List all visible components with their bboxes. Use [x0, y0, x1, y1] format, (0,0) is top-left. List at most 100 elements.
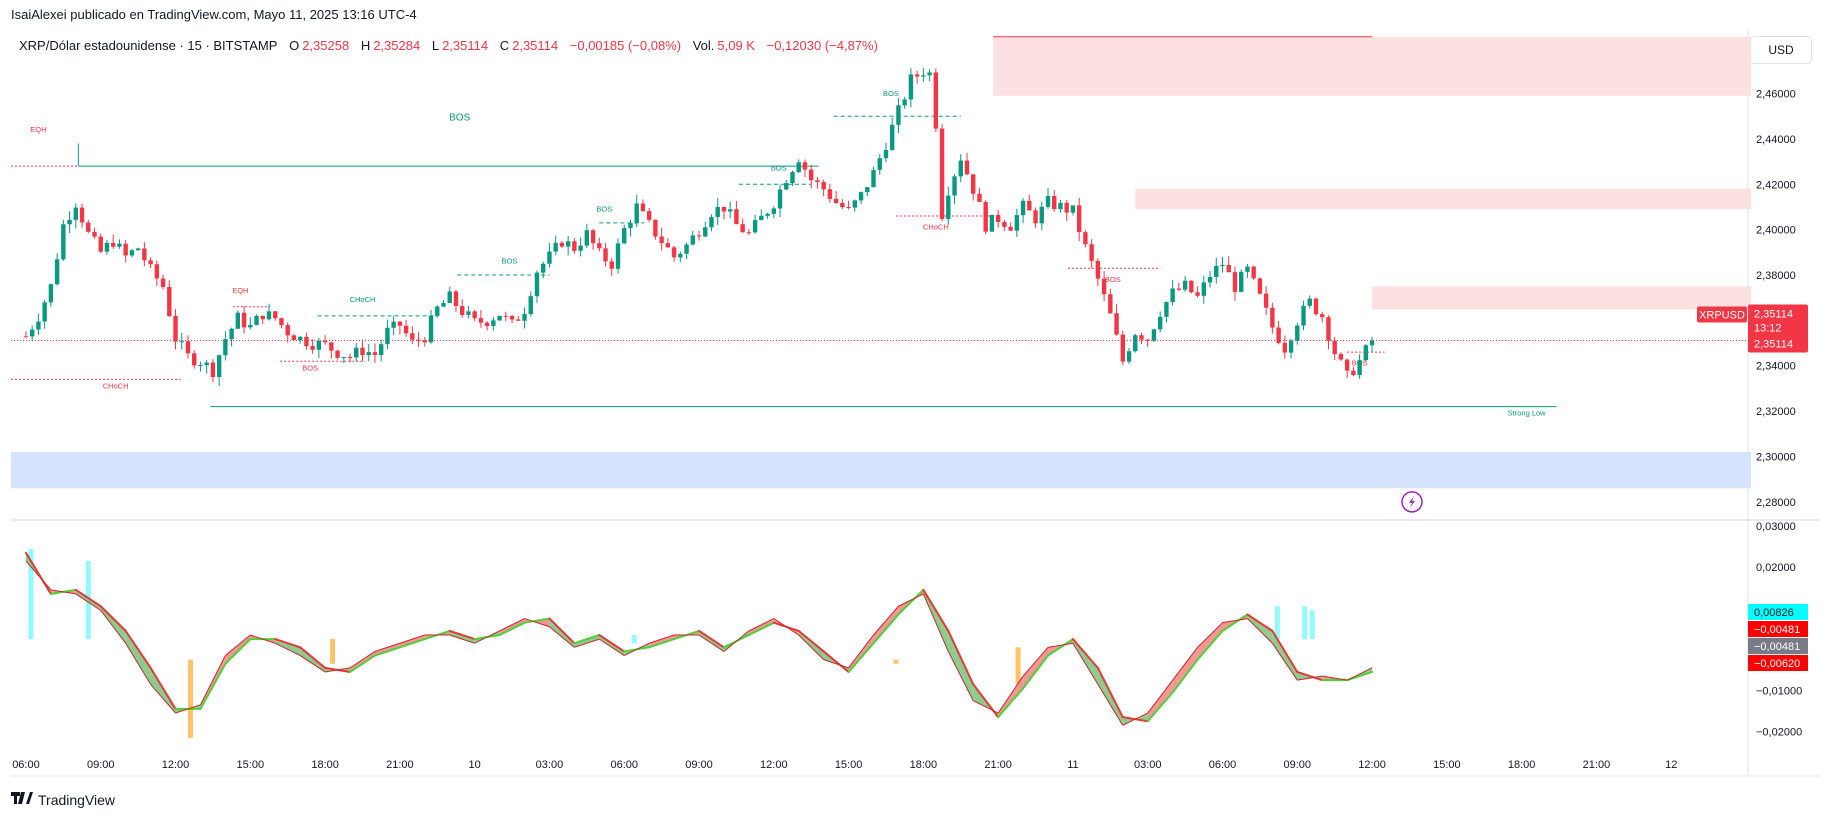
osc-signal-seg-6: [175, 704, 201, 714]
osc-line-seg-48: [1221, 613, 1249, 632]
candle-body-112: [721, 206, 727, 212]
candle-body-183: [1164, 302, 1169, 317]
candle-body-99: [640, 203, 646, 212]
oscillator-group: [24, 551, 1374, 726]
zone-demand-3: [11, 451, 1751, 489]
osc-line-seg-17: [448, 629, 476, 641]
time-tick-21: 21:00: [1583, 759, 1611, 771]
candle-body-84: [547, 251, 552, 264]
candle-body-74: [484, 322, 490, 327]
osc-signal-seg-34: [873, 605, 899, 636]
annotation-label-5: BOS: [302, 363, 318, 372]
open-label: O: [289, 38, 300, 53]
candle-body-34: [235, 312, 241, 329]
zone-supply-1: [1135, 188, 1751, 210]
candle-body-198: [1257, 278, 1263, 294]
candle-body-160: [1020, 200, 1026, 216]
candle-body-12: [98, 236, 103, 252]
candle-body-157: [1002, 222, 1007, 227]
candle-body-16: [123, 243, 128, 256]
candle-body-159: [1014, 215, 1020, 231]
candle-body-111: [715, 206, 720, 218]
candle-body-77: [503, 315, 509, 317]
change-value: −0,00185 (−0,08%): [569, 38, 682, 53]
candle-body-175: [1114, 313, 1119, 335]
osc-fill-47: [1197, 622, 1223, 660]
symbol-legend: XRP/Dólar estadounidense · 15 · BITSTAMP…: [19, 38, 881, 53]
candle-body-202: [1282, 342, 1288, 353]
price-tick-5: 2,36000: [1756, 315, 1796, 327]
candle-body-114: [734, 209, 739, 225]
osc-fill-7: [200, 655, 226, 709]
candle-body-67: [441, 302, 446, 307]
osc-fill-41: [1048, 639, 1073, 656]
annotation-label-1: BOS: [449, 113, 470, 124]
candle-body-90: [584, 230, 590, 246]
osc-signal-seg-10: [275, 642, 301, 656]
lightning-icon-ring: [1401, 491, 1423, 513]
candle-body-167: [1064, 202, 1069, 213]
candle-body-91: [590, 230, 596, 244]
osc-signal-seg-11: [299, 655, 326, 673]
candle-body-55: [366, 352, 371, 356]
osc-signal-seg-52: [1322, 675, 1348, 681]
candle-body-69: [453, 291, 459, 307]
candle-body-71: [466, 311, 471, 315]
annotation-label-2: EQH: [232, 286, 248, 295]
candle-body-148: [946, 195, 951, 219]
publisher-line: IsaiAlexei publicado en TradingView.com,…: [11, 7, 417, 22]
candle-body-137: [877, 158, 882, 170]
candle-body-54: [360, 347, 365, 356]
candle-body-96: [622, 228, 627, 244]
candle-body-23: [167, 287, 172, 317]
candle-body-155: [989, 214, 995, 232]
candle-body-87: [565, 241, 571, 247]
candle-body-192: [1220, 265, 1225, 267]
osc-fill-49: [1247, 614, 1273, 644]
symbol-title[interactable]: XRP/Dólar estadounidense · 15 · BITSTAMP: [19, 38, 278, 53]
candle-body-59: [391, 321, 396, 328]
candle-body-165: [1052, 196, 1057, 210]
candle-body-158: [1008, 226, 1013, 231]
osc-signal-seg-44: [1122, 712, 1148, 726]
osc-line-seg-2: [74, 588, 102, 608]
osc-signal-seg-35: [898, 593, 924, 607]
candle-body-4: [48, 284, 54, 303]
candle-body-136: [871, 169, 876, 188]
candle-body-215: [1363, 345, 1369, 361]
time-tick-1: 09:00: [87, 759, 115, 771]
tradingview-logo[interactable]: TradingView: [11, 791, 115, 808]
osc-signal-seg-33: [848, 634, 874, 669]
osc-fill-53: [1347, 667, 1373, 681]
candle-body-193: [1226, 265, 1231, 273]
osc-line-seg-25: [648, 638, 676, 649]
time-tick-12: 18:00: [910, 759, 938, 771]
candle-body-29: [204, 362, 209, 366]
annotation-label-13: Strong Low: [1508, 409, 1547, 418]
candle-body-150: [958, 160, 963, 177]
osc-fill-36: [923, 589, 949, 652]
candle-body-36: [248, 324, 253, 328]
osc-marker-4: [631, 635, 637, 644]
candle-body-109: [703, 227, 708, 237]
candle-body-104: [671, 247, 677, 258]
time-tick-15: 03:00: [1134, 759, 1162, 771]
osc-fill-20: [524, 618, 550, 627]
osc-signal-seg-49: [1247, 618, 1273, 644]
candle-body-216: [1369, 340, 1375, 346]
osc-fill-52: [1322, 676, 1348, 681]
currency-button[interactable]: USD: [1750, 36, 1812, 64]
candle-body-32: [223, 339, 228, 356]
osc-fill-8: [225, 635, 251, 664]
candle-body-22: [160, 278, 166, 288]
osc-marker-1: [85, 561, 91, 640]
candle-body-151: [964, 160, 970, 175]
candle-body-86: [559, 242, 565, 247]
osc-signal-seg-17: [449, 634, 475, 644]
osc-signal-seg-22: [574, 638, 600, 648]
candle-body-133: [852, 200, 858, 208]
osc-signal-seg-25: [649, 634, 675, 644]
osc-fill-34: [873, 606, 899, 644]
osc-marker-7: [1274, 606, 1280, 640]
